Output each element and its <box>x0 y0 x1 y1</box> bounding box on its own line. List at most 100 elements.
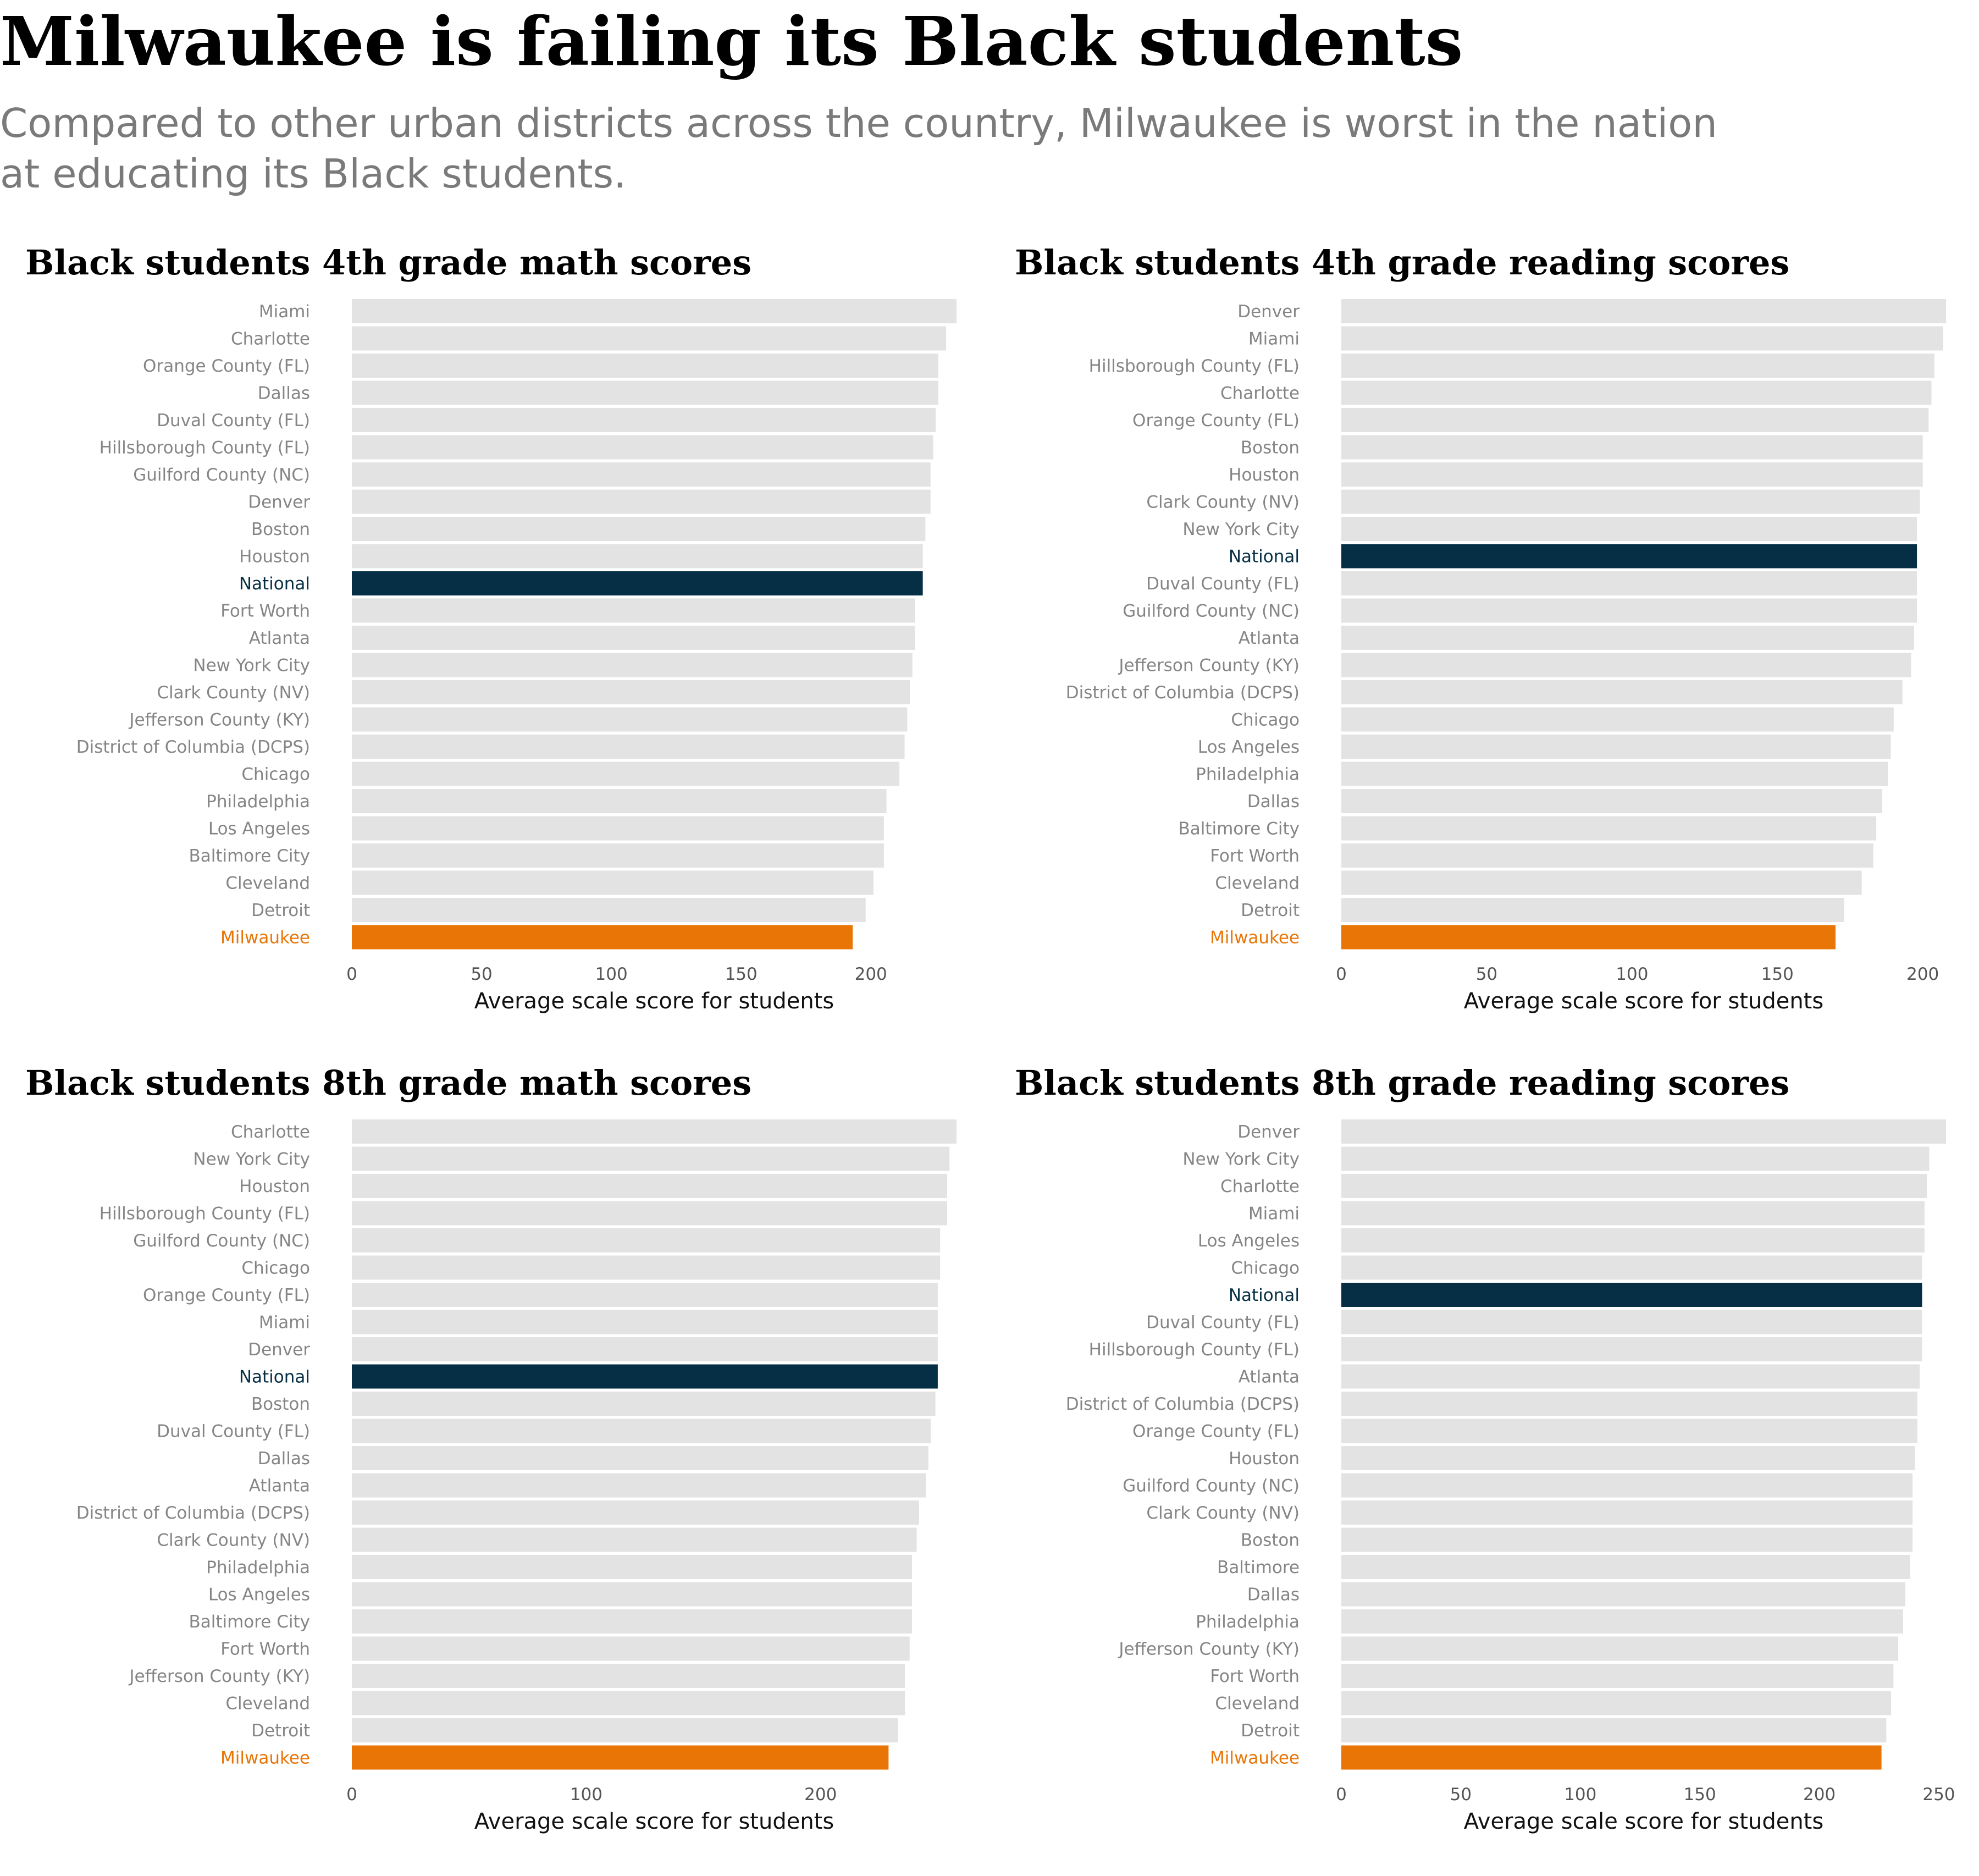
category-label-hillsborough-county-fl: Hillsborough County (FL) <box>1089 356 1300 376</box>
bar-duval-county-fl <box>352 408 936 432</box>
bar-philadelphia <box>1341 762 1888 786</box>
bar-cleveland <box>352 870 874 895</box>
bar-national <box>1341 544 1917 569</box>
category-label-miami: Miami <box>259 1313 310 1333</box>
category-label-los-angeles: Los Angeles <box>1198 1231 1300 1251</box>
bar-milwaukee <box>1341 925 1836 950</box>
category-label-detroit: Detroit <box>251 901 310 920</box>
category-label-guilford-county-nc: Guilford County (NC) <box>1123 602 1300 621</box>
category-label-hillsborough-county-fl: Hillsborough County (FL) <box>99 438 310 458</box>
bar-cleveland <box>352 1691 905 1715</box>
category-label-milwaukee: Milwaukee <box>220 928 310 948</box>
category-label-detroit: Detroit <box>251 1721 310 1741</box>
category-label-clark-county-nv: Clark County (NV) <box>1146 1503 1300 1523</box>
bar-detroit <box>352 898 866 922</box>
bar-fort-worth <box>1341 1664 1894 1688</box>
bar-los-angeles <box>1341 735 1891 759</box>
bar-orange-county-fl <box>1341 1419 1917 1443</box>
category-label-guilford-county-nc: Guilford County (NC) <box>133 1231 310 1251</box>
bar-new-york-city <box>1341 1146 1930 1171</box>
bar-dallas <box>1341 789 1882 813</box>
chart-title: Black students 4th grade math scores <box>25 242 752 283</box>
bar-national <box>352 571 923 595</box>
category-label-atlanta: Atlanta <box>1239 1367 1300 1387</box>
bar-houston <box>352 1174 947 1198</box>
chart-panel-8th-grade-math: Black students 8th grade math scores Cha… <box>0 1062 979 1876</box>
bar-los-angeles <box>352 816 884 841</box>
bar-atlanta <box>1341 626 1914 650</box>
x-axis-title: Average scale score for students <box>474 989 834 1014</box>
category-label-philadelphia: Philadelphia <box>1196 1612 1300 1632</box>
bar-baltimore-city <box>1341 816 1877 841</box>
bar-chart-4th-grade-math: Miami Charlotte Orange County (FL) Dallas Du… <box>76 299 957 1014</box>
bar-baltimore <box>1341 1555 1910 1579</box>
bar-chart-8th-grade-reading: Denver New York City Charlotte Miami Los Ang… <box>1066 1119 1955 1834</box>
bar-boston <box>352 517 926 541</box>
category-label-atlanta: Atlanta <box>249 1476 310 1496</box>
bar-orange-county-fl <box>1341 408 1929 432</box>
category-label-national: National <box>1229 1285 1300 1305</box>
chart-title: Black students 8th grade reading scores <box>1015 1063 1790 1103</box>
category-label-guilford-county-nc: Guilford County (NC) <box>1123 1476 1300 1496</box>
bar-boston <box>1341 1527 1913 1552</box>
bar-hillsborough-county-fl <box>352 435 933 460</box>
bar-duval-county-fl <box>1341 1310 1922 1334</box>
category-label-philadelphia: Philadelphia <box>206 1558 310 1577</box>
category-label-jefferson-county-ky: Jefferson County (KY) <box>1118 1640 1300 1659</box>
bar-los-angeles <box>352 1582 912 1607</box>
chart-panel-8th-grade-reading: Black students 8th grade reading scores … <box>990 1062 1968 1876</box>
category-label-new-york-city: New York City <box>193 656 310 676</box>
category-label-clark-county-nv: Clark County (NV) <box>1146 493 1300 512</box>
bar-orange-county-fl <box>352 354 938 378</box>
category-label-miami: Miami <box>259 302 310 322</box>
category-label-fort-worth: Fort Worth <box>1210 846 1300 866</box>
bar-milwaukee <box>352 925 853 950</box>
x-tick-label-0: 0 <box>1336 1785 1347 1805</box>
x-tick-label-50: 50 <box>471 964 492 984</box>
chart-title: Black students 4th grade reading scores <box>1015 242 1790 283</box>
category-label-denver: Denver <box>1237 1122 1300 1142</box>
category-label-boston: Boston <box>1241 1531 1300 1551</box>
bar-guilford-county-nc <box>352 1228 941 1252</box>
category-label-houston: Houston <box>239 547 310 567</box>
category-label-milwaukee: Milwaukee <box>1210 928 1300 948</box>
category-label-jefferson-county-ky: Jefferson County (KY) <box>1118 656 1300 676</box>
bar-dallas <box>352 1446 928 1470</box>
x-tick-label-100: 100 <box>595 964 628 984</box>
category-label-los-angeles: Los Angeles <box>208 819 310 839</box>
bar-baltimore-city <box>352 843 884 868</box>
category-label-fort-worth: Fort Worth <box>220 602 310 621</box>
bar-denver <box>1341 299 1946 323</box>
bar-jefferson-county-ky <box>1341 1636 1899 1661</box>
category-label-baltimore-city: Baltimore City <box>189 846 310 866</box>
bar-chicago <box>1341 707 1894 732</box>
x-tick-label-150: 150 <box>725 964 758 984</box>
category-label-charlotte: Charlotte <box>1220 1177 1300 1196</box>
bar-guilford-county-nc <box>1341 598 1917 623</box>
category-label-charlotte: Charlotte <box>231 1122 310 1142</box>
category-label-houston: Houston <box>1229 465 1300 485</box>
bar-detroit <box>1341 898 1844 922</box>
bar-jefferson-county-ky <box>1341 653 1911 677</box>
bar-fort-worth <box>1341 843 1873 868</box>
bar-jefferson-county-ky <box>352 1664 905 1688</box>
x-tick-label-100: 100 <box>1564 1785 1596 1805</box>
x-tick-label-100: 100 <box>1616 964 1648 984</box>
chart-panel-4th-grade-math: Black students 4th grade math scores Mia… <box>0 242 979 1056</box>
bar-dallas <box>352 380 938 405</box>
bar-detroit <box>352 1718 898 1742</box>
x-tick-label-50: 50 <box>1476 964 1497 984</box>
bar-miami <box>1341 1201 1925 1226</box>
category-label-charlotte: Charlotte <box>231 329 310 349</box>
bar-hillsborough-county-fl <box>352 1201 947 1226</box>
category-label-national: National <box>1229 547 1300 567</box>
category-label-district-of-columbia-dcps: District of Columbia (DCPS) <box>76 1503 310 1523</box>
x-tick-label-100: 100 <box>570 1785 602 1805</box>
category-label-hillsborough-county-fl: Hillsborough County (FL) <box>99 1204 310 1224</box>
bar-baltimore-city <box>352 1609 912 1634</box>
bar-philadelphia <box>1341 1609 1903 1634</box>
category-label-denver: Denver <box>248 493 310 512</box>
category-label-los-angeles: Los Angeles <box>1198 737 1300 757</box>
category-label-chicago: Chicago <box>241 1259 310 1278</box>
x-tick-label-200: 200 <box>1906 964 1939 984</box>
